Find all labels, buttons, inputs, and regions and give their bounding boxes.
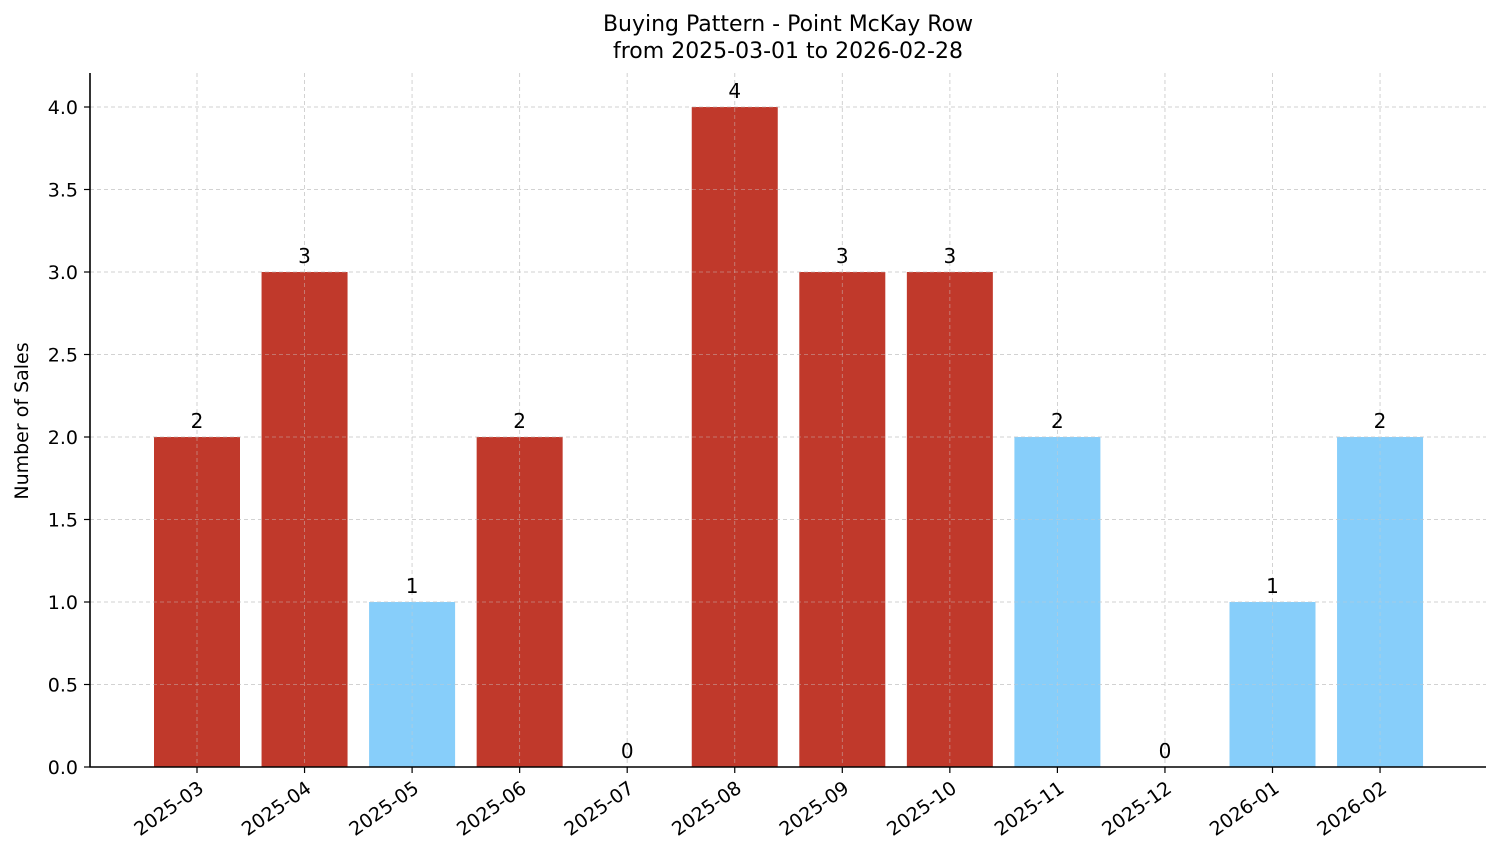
x-axis-ticks: 2025-03 2025-04 2025-05 2025-06 2025-07 2025-…: [130, 767, 1391, 841]
data-label: 3: [298, 244, 311, 268]
chart-subtitle: from 2025-03-01 to 2026-02-28: [613, 39, 963, 64]
data-label: 1: [406, 574, 419, 598]
data-label: 2: [191, 409, 204, 433]
data-label: 0: [1159, 739, 1172, 763]
y-tick-label: 4.0: [48, 97, 78, 119]
y-tick-label: 1.5: [48, 510, 78, 532]
x-tick-label: 2025-09: [776, 777, 854, 841]
y-axis-ticks: 0.0 0.5 1.0 1.5 2.0 2.5 3.0 3.5 4.0: [48, 97, 90, 779]
x-tick-label: 2025-07: [560, 777, 638, 841]
data-label: 1: [1266, 574, 1279, 598]
x-tick-label: 2026-02: [1313, 777, 1391, 841]
y-tick-label: 1.0: [48, 592, 78, 614]
x-tick-label: 2026-01: [1206, 777, 1284, 841]
x-tick-label: 2025-11: [991, 777, 1069, 841]
y-tick-label: 3.5: [48, 180, 78, 202]
x-tick-label: 2025-05: [345, 777, 423, 841]
data-label: 2: [1374, 409, 1387, 433]
x-tick-label: 2025-06: [453, 777, 531, 841]
y-tick-label: 2.0: [48, 427, 78, 449]
data-label: 3: [836, 244, 849, 268]
axes: [89, 73, 1486, 768]
x-tick-label: 2025-08: [668, 777, 746, 841]
x-tick-label: 2025-03: [130, 777, 208, 841]
data-label: 4: [728, 79, 741, 103]
y-tick-label: 0.5: [48, 675, 78, 697]
data-label: 2: [513, 409, 526, 433]
data-label: 3: [943, 244, 956, 268]
chart-title-block: Buying Pattern - Point McKay Row from 20…: [0, 11, 1501, 65]
y-tick-label: 0.0: [48, 757, 78, 779]
chart-title: Buying Pattern - Point McKay Row: [602, 12, 974, 37]
x-tick-label: 2025-10: [883, 777, 961, 841]
data-label: 2: [1051, 409, 1064, 433]
y-tick-label: 2.5: [48, 345, 78, 367]
y-tick-label: 3.0: [48, 262, 78, 284]
data-label: 0: [621, 739, 634, 763]
x-tick-label: 2025-04: [238, 777, 316, 841]
x-tick-label: 2025-12: [1098, 777, 1176, 841]
data-labels: 2 3 1 2 0 4 3 3 2 0 1 2: [191, 79, 1387, 763]
